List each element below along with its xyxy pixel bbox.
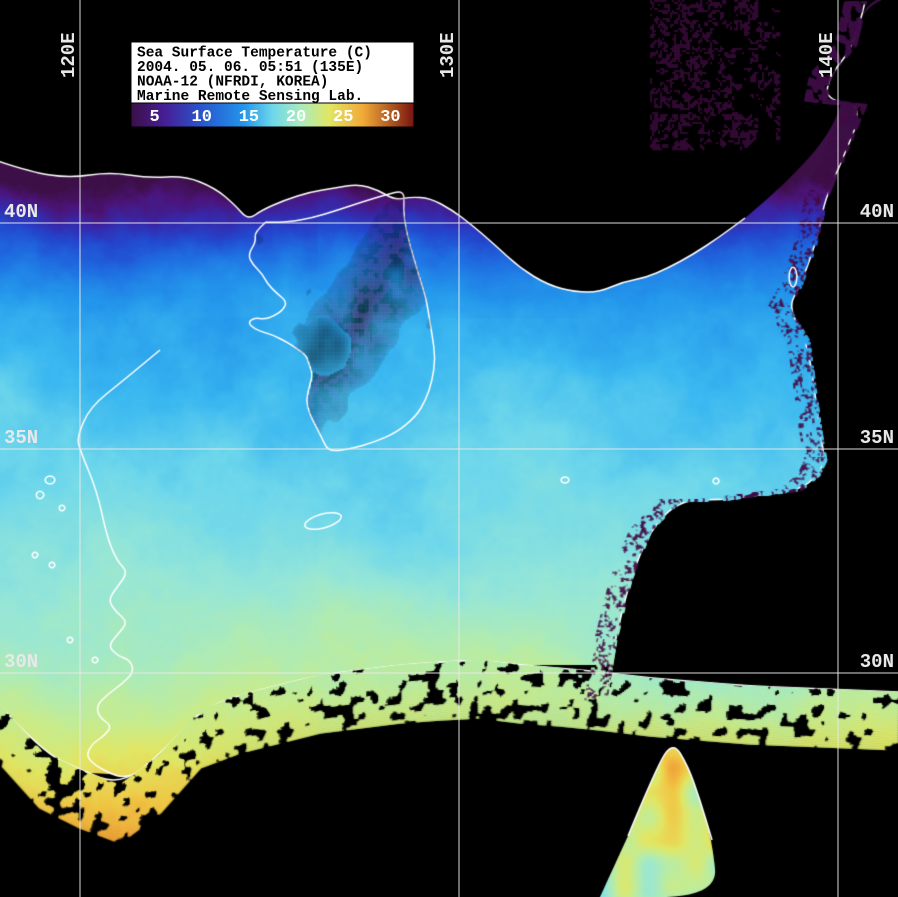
svg-text:15: 15 bbox=[239, 108, 259, 127]
svg-text:10: 10 bbox=[192, 108, 212, 127]
svg-text:30: 30 bbox=[380, 108, 400, 127]
svg-text:5: 5 bbox=[149, 108, 159, 127]
svg-text:25: 25 bbox=[333, 108, 353, 127]
svg-text:20: 20 bbox=[286, 108, 306, 127]
